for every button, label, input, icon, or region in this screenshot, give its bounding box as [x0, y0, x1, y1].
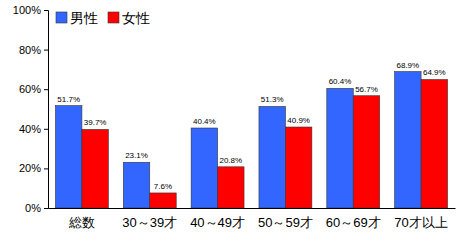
y-axis: 0% 20% 40% 60% 80% 100%: [13, 4, 49, 214]
bar: [353, 96, 379, 208]
tick: 0%: [25, 202, 48, 214]
axis-line: [44, 11, 49, 209]
bar: [421, 79, 447, 208]
data-label: 51.7%: [57, 95, 80, 104]
bar: [55, 106, 81, 208]
legend-label: 男性: [70, 10, 98, 26]
tick: 40%: [19, 123, 48, 135]
tick-label: 80%: [19, 44, 41, 56]
category-label: 総数: [68, 215, 95, 230]
legend: 男性 女性: [56, 10, 150, 26]
tick-mark: [44, 168, 48, 169]
legend-label: 女性: [122, 10, 150, 26]
tick: 80%: [19, 44, 48, 56]
category-label: 70才以上: [394, 215, 447, 230]
tick-mark: [44, 50, 48, 51]
legend-swatch: [108, 12, 119, 23]
tick-label: 40%: [19, 123, 41, 135]
bar: [285, 127, 311, 208]
category-tick: 60～69才: [326, 208, 381, 230]
bar: [327, 88, 353, 208]
data-labels: 51.7% 23.1% 40.4% 51.3% 60.4% 68.9% 39.7% 7.6% 2…: [57, 61, 445, 191]
category-tick: 50～59才: [258, 208, 313, 230]
category-tick: 30～39才: [122, 208, 177, 230]
bar: [123, 162, 149, 208]
tick-label: 60%: [19, 83, 41, 95]
tick-label: 100%: [13, 4, 41, 16]
bar: [150, 193, 176, 208]
plot: 51.7% 23.1% 40.4% 51.3% 60.4% 68.9% 39.7% 7.6% 2…: [13, 4, 456, 230]
category-tick: 70才以上: [394, 208, 447, 230]
data-label: 64.9%: [423, 68, 446, 77]
tick-mark: [44, 129, 48, 130]
category-label: 30～39才: [122, 215, 177, 230]
axis-line: [49, 208, 456, 209]
data-label: 40.9%: [287, 116, 310, 125]
bar: [218, 167, 244, 208]
category-tick: 総数: [68, 208, 95, 230]
chart: 51.7% 23.1% 40.4% 51.3% 60.4% 68.9% 39.7% 7.6% 2…: [0, 0, 465, 244]
bar: [259, 106, 285, 208]
bars: [55, 72, 447, 208]
x-axis: 総数 30～39才 40～49才 50～59才 60～69才 70才以上: [49, 208, 456, 230]
data-label: 7.6%: [154, 182, 172, 191]
tick: 20%: [19, 162, 48, 174]
data-label: 60.4%: [329, 77, 352, 86]
category-tick: 40～49才: [190, 208, 245, 230]
data-label: 56.7%: [355, 85, 378, 94]
data-label: 20.8%: [219, 156, 242, 165]
tick-mark: [44, 89, 48, 90]
tick-mark: [44, 208, 48, 209]
tick-label: 0%: [25, 202, 41, 214]
tick: 100%: [13, 4, 48, 16]
data-label: 68.9%: [397, 61, 420, 70]
category-label: 50～59才: [258, 215, 313, 230]
category-label: 40～49才: [190, 215, 245, 230]
legend-swatch: [56, 12, 67, 23]
data-label: 40.4%: [193, 117, 216, 126]
tick: 60%: [19, 83, 48, 95]
category-label: 60～69才: [326, 215, 381, 230]
tick-mark: [44, 10, 48, 11]
data-label: 39.7%: [84, 118, 107, 127]
tick-label: 20%: [19, 162, 41, 174]
bar: [82, 129, 108, 208]
bar: [191, 128, 217, 208]
bar: [395, 72, 421, 208]
data-label: 23.1%: [125, 151, 148, 160]
data-label: 51.3%: [261, 95, 284, 104]
